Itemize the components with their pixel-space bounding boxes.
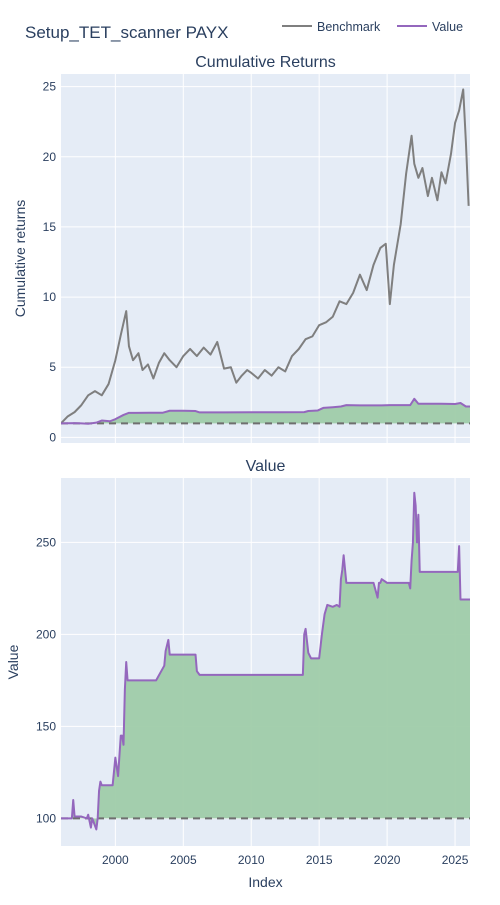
y-tick-label: 5	[49, 360, 56, 374]
x-tick-label: 2010	[238, 853, 265, 867]
y-tick-label: 200	[36, 627, 56, 641]
value-fill-area	[61, 398, 470, 424]
y-tick-label: 20	[43, 150, 57, 164]
y-tick-label: 250	[36, 535, 56, 549]
panel-cumulative-returns: 0 5 10 15 20 25 Cumulative Returns Cumulative r…	[12, 54, 470, 444]
x-tick-label: 2025	[442, 853, 469, 867]
panel-value: 2000 2005 2010 2015 2020 2025 100 150 200 250 Valu…	[5, 458, 470, 890]
y-axis-label: Value	[5, 644, 21, 679]
y-tick-label: 150	[36, 719, 56, 733]
x-tick-label: 2015	[306, 853, 333, 867]
x-tick-label: 2000	[102, 853, 129, 867]
y-tick-label: 100	[36, 811, 56, 825]
legend: Benchmark Value	[282, 20, 463, 34]
x-tick-label: 2020	[374, 853, 401, 867]
subplot-title: Cumulative Returns	[195, 54, 336, 71]
value-line	[61, 397, 470, 425]
y-tick-label: 0	[49, 430, 56, 444]
chart-title: Setup_TET_scanner PAYX	[25, 23, 228, 42]
legend-item-benchmark[interactable]: Benchmark	[282, 20, 381, 34]
y-tick-label: 15	[43, 220, 57, 234]
y-tick-label: 25	[43, 80, 57, 94]
benchmark-line	[61, 88, 470, 425]
legend-label-benchmark: Benchmark	[317, 20, 381, 34]
y-axis-label: Cumulative returns	[12, 200, 28, 318]
x-axis-label: Index	[248, 874, 282, 890]
legend-label-value: Value	[432, 20, 463, 34]
plot-group	[61, 491, 470, 831]
y-tick-label: 10	[43, 290, 57, 304]
plot-area	[61, 74, 470, 443]
plot-group	[61, 88, 470, 425]
x-tick-label: 2005	[170, 853, 197, 867]
subplot-title: Value	[246, 458, 286, 475]
legend-item-value[interactable]: Value	[397, 20, 463, 34]
value-fill-area	[61, 492, 470, 830]
value-line	[61, 491, 470, 831]
